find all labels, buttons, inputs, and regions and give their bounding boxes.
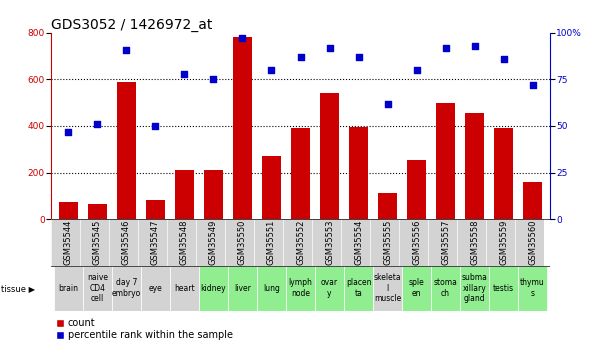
Text: GSM35552: GSM35552 bbox=[296, 220, 305, 265]
Bar bbox=[373, 266, 402, 311]
Text: testis: testis bbox=[493, 284, 514, 293]
Text: lymph
node: lymph node bbox=[288, 278, 313, 298]
Text: GSM35559: GSM35559 bbox=[499, 220, 508, 265]
Text: tissue ▶: tissue ▶ bbox=[1, 284, 35, 293]
Bar bbox=[349, 127, 368, 219]
Bar bbox=[431, 266, 460, 311]
Bar bbox=[141, 266, 170, 311]
Point bbox=[64, 129, 73, 134]
Bar bbox=[83, 266, 112, 311]
Text: ovar
y: ovar y bbox=[321, 278, 338, 298]
Bar bbox=[407, 160, 426, 219]
Bar bbox=[465, 113, 484, 219]
Point bbox=[325, 45, 334, 50]
Text: GSM35544: GSM35544 bbox=[64, 220, 73, 265]
Bar bbox=[518, 266, 547, 311]
Text: eye: eye bbox=[148, 284, 162, 293]
Text: thymu
s: thymu s bbox=[520, 278, 545, 298]
Bar bbox=[199, 266, 228, 311]
Bar bbox=[59, 201, 78, 219]
Bar bbox=[489, 266, 518, 311]
Point bbox=[499, 56, 508, 62]
Point bbox=[267, 67, 276, 73]
Bar bbox=[146, 200, 165, 219]
Bar bbox=[320, 93, 339, 219]
Text: GSM35556: GSM35556 bbox=[412, 220, 421, 265]
Bar bbox=[112, 266, 141, 311]
Bar bbox=[170, 266, 199, 311]
Point bbox=[209, 77, 218, 82]
Point bbox=[121, 47, 131, 52]
Bar bbox=[291, 128, 310, 219]
Text: naive
CD4
cell: naive CD4 cell bbox=[87, 273, 108, 303]
Text: stoma
ch: stoma ch bbox=[433, 278, 457, 298]
Point bbox=[383, 101, 392, 106]
Text: GSM35554: GSM35554 bbox=[354, 220, 363, 265]
Text: sple
en: sple en bbox=[409, 278, 424, 298]
Bar bbox=[54, 266, 83, 311]
Text: GSM35546: GSM35546 bbox=[122, 220, 131, 265]
Bar bbox=[233, 38, 252, 219]
Bar bbox=[436, 103, 455, 219]
Point bbox=[237, 36, 247, 41]
Bar bbox=[204, 170, 223, 219]
Point bbox=[441, 45, 450, 50]
Bar bbox=[117, 82, 136, 219]
Bar bbox=[344, 266, 373, 311]
Text: GSM35550: GSM35550 bbox=[238, 220, 247, 265]
Text: day 7
embryо: day 7 embryо bbox=[112, 278, 141, 298]
Bar bbox=[175, 170, 194, 219]
Point bbox=[528, 82, 537, 88]
Text: GSM35547: GSM35547 bbox=[151, 220, 160, 265]
Bar bbox=[228, 266, 257, 311]
Bar bbox=[257, 266, 286, 311]
Text: GSM35560: GSM35560 bbox=[528, 220, 537, 265]
Text: GSM35557: GSM35557 bbox=[441, 220, 450, 265]
Text: GSM35558: GSM35558 bbox=[470, 220, 479, 265]
Point bbox=[412, 67, 421, 73]
Text: heart: heart bbox=[174, 284, 195, 293]
Text: brain: brain bbox=[58, 284, 79, 293]
Text: GSM35545: GSM35545 bbox=[93, 220, 102, 265]
Point bbox=[470, 43, 480, 49]
Bar bbox=[315, 266, 344, 311]
Text: skeleta
l
muscle: skeleta l muscle bbox=[374, 273, 401, 303]
Point bbox=[354, 54, 364, 60]
Point bbox=[296, 54, 305, 60]
Bar bbox=[494, 128, 513, 219]
Text: liver: liver bbox=[234, 284, 251, 293]
Text: lung: lung bbox=[263, 284, 280, 293]
Legend: count, percentile rank within the sample: count, percentile rank within the sample bbox=[56, 318, 233, 340]
Text: kidney: kidney bbox=[201, 284, 227, 293]
Text: GSM35555: GSM35555 bbox=[383, 220, 392, 265]
Text: GDS3052 / 1426972_at: GDS3052 / 1426972_at bbox=[51, 18, 213, 32]
Text: GSM35548: GSM35548 bbox=[180, 220, 189, 265]
Point bbox=[180, 71, 189, 77]
Point bbox=[151, 123, 160, 129]
Bar bbox=[523, 182, 542, 219]
Point bbox=[93, 121, 102, 127]
Text: placen
ta: placen ta bbox=[346, 278, 371, 298]
Text: GSM35553: GSM35553 bbox=[325, 220, 334, 265]
Bar bbox=[378, 194, 397, 219]
Text: GSM35549: GSM35549 bbox=[209, 220, 218, 265]
Text: GSM35551: GSM35551 bbox=[267, 220, 276, 265]
Bar bbox=[88, 204, 107, 219]
Bar bbox=[286, 266, 315, 311]
Bar bbox=[262, 156, 281, 219]
Bar bbox=[460, 266, 489, 311]
Bar bbox=[402, 266, 431, 311]
Text: subma
xillary
gland: subma xillary gland bbox=[462, 273, 487, 303]
